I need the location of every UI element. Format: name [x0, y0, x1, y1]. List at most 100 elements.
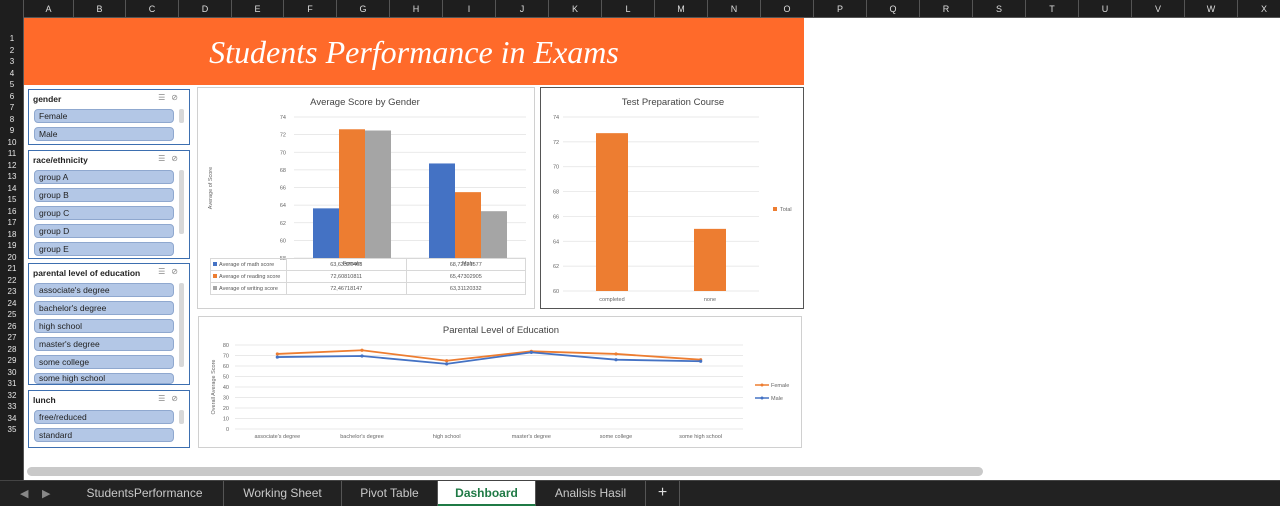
row-header-cell[interactable]: 7 [9, 103, 15, 112]
slicer-item[interactable]: Male [34, 127, 174, 141]
next-sheet-icon[interactable]: ▶ [42, 488, 51, 500]
column-header-cell[interactable]: N [708, 0, 761, 18]
column-header-cell[interactable]: R [920, 0, 973, 18]
clear-filter-icon[interactable]: ⊘ [171, 394, 184, 403]
row-header-cell[interactable]: 30 [7, 367, 17, 377]
row-header-cell[interactable]: 13 [7, 172, 17, 181]
row-header-cell[interactable]: 35 [7, 425, 17, 434]
row-header-cell[interactable]: 1 [9, 34, 15, 43]
column-header-cell[interactable]: G [337, 0, 390, 18]
column-header-cell[interactable]: M [655, 0, 708, 18]
row-header-cell[interactable]: 12 [7, 160, 17, 170]
row-header-cell[interactable]: 29 [7, 356, 17, 365]
row-header-cell[interactable]: 8 [9, 114, 15, 124]
column-header-cell[interactable]: A [24, 0, 74, 18]
multi-select-icon[interactable]: ☰ [158, 154, 172, 163]
column-header-cell[interactable]: P [814, 0, 867, 18]
row-header-cell[interactable]: 5 [9, 80, 15, 89]
clear-filter-icon[interactable]: ⊘ [171, 267, 184, 276]
row-header-cell[interactable]: 16 [7, 206, 17, 216]
column-header-cell[interactable]: J [496, 0, 549, 18]
slicer-scrollbar[interactable] [179, 410, 184, 424]
line-female[interactable] [277, 349, 701, 362]
row-header-cell[interactable]: 33 [7, 402, 17, 411]
slicer-item[interactable]: Female [34, 109, 174, 123]
column-header-cell[interactable]: O [761, 0, 814, 18]
row-header-cell[interactable]: 17 [7, 218, 17, 227]
sheet-tab[interactable]: Dashboard [438, 481, 536, 506]
column-header-cell[interactable]: B [74, 0, 126, 18]
point-male[interactable] [360, 354, 364, 358]
multi-select-icon[interactable]: ☰ [158, 394, 172, 403]
point-male[interactable] [275, 355, 279, 359]
clear-filter-icon[interactable]: ⊘ [171, 154, 184, 163]
row-header-cell[interactable]: 21 [7, 264, 17, 273]
bar-male-1[interactable] [455, 192, 481, 258]
row-header-cell[interactable]: 14 [7, 183, 17, 193]
row-header-cell[interactable]: 2 [9, 45, 15, 55]
clear-filter-icon[interactable]: ⊘ [171, 93, 184, 102]
column-header-cell[interactable]: L [602, 0, 655, 18]
row-header-cell[interactable]: 9 [9, 126, 15, 135]
bar-female-2[interactable] [365, 130, 391, 258]
point-female[interactable] [275, 352, 279, 356]
parental-education-chart[interactable]: Parental Level of Education Overall Avera… [198, 316, 802, 448]
slicer-lunch[interactable]: lunch ☰⊘ free/reduced standard [28, 390, 190, 448]
row-header-cell[interactable]: 26 [7, 321, 17, 331]
multi-select-icon[interactable]: ☰ [158, 267, 172, 276]
horizontal-scrollbar[interactable] [24, 466, 1280, 480]
point-female[interactable] [614, 352, 618, 356]
point-female[interactable] [360, 348, 364, 352]
column-header-cell[interactable]: W [1185, 0, 1238, 18]
slicer-item[interactable]: group C [34, 206, 174, 220]
column-header-cell[interactable]: Q [867, 0, 920, 18]
row-header-cell[interactable]: 11 [7, 149, 17, 158]
test-prep-chart[interactable]: Test Preparation Course 60 62 64 66 68 70 72 74 c… [540, 87, 804, 309]
point-male[interactable] [699, 359, 703, 363]
slicer-parental-level-of-education[interactable]: parental level of education ☰⊘ associate's… [28, 263, 190, 385]
row-header-cell[interactable]: 6 [9, 91, 15, 101]
slicer-scrollbar[interactable] [179, 170, 184, 234]
column-header-cell[interactable]: C [126, 0, 179, 18]
sheet-tab[interactable]: Working Sheet [224, 481, 342, 506]
bar-male-0[interactable] [429, 163, 455, 258]
slicer-race-ethnicity[interactable]: race/ethnicity ☰⊘ group A group B group C gro… [28, 150, 190, 259]
point-male[interactable] [445, 362, 449, 366]
horizontal-scroll-thumb[interactable] [27, 467, 983, 476]
row-header-cell[interactable]: 32 [7, 390, 17, 400]
column-header-cell[interactable]: S [973, 0, 1026, 18]
column-header-cell[interactable]: I [443, 0, 496, 18]
slicer-item[interactable]: group D [34, 224, 174, 238]
row-header-cell[interactable]: 20 [7, 252, 17, 262]
point-female[interactable] [445, 359, 449, 363]
row-header-cell[interactable]: 31 [7, 379, 17, 388]
column-header-cell[interactable]: K [549, 0, 602, 18]
bar-male-2[interactable] [481, 211, 507, 258]
slicer-gender[interactable]: gender ☰⊘ Female Male [28, 89, 190, 145]
slicer-item[interactable]: free/reduced [34, 410, 174, 424]
slicer-item[interactable]: master's degree [34, 337, 174, 351]
line-male[interactable] [277, 351, 701, 365]
slicer-item[interactable]: associate's degree [34, 283, 174, 297]
column-header-cell[interactable]: F [284, 0, 337, 18]
slicer-item[interactable]: high school [34, 319, 174, 333]
row-header-cell[interactable]: 4 [9, 68, 15, 78]
row-header-cell[interactable]: 18 [7, 229, 17, 239]
add-sheet-button[interactable]: + [646, 481, 680, 506]
column-header-cell[interactable]: X [1238, 0, 1280, 18]
multi-select-icon[interactable]: ☰ [158, 93, 172, 102]
select-all-corner[interactable] [0, 0, 24, 18]
column-header-cell[interactable]: H [390, 0, 443, 18]
sheet-tab[interactable]: Analisis Hasil [536, 481, 646, 506]
row-header-cell[interactable]: 3 [9, 57, 15, 66]
slicer-scrollbar[interactable] [179, 109, 184, 123]
row-header-cell[interactable]: 25 [7, 310, 17, 319]
row-header-cell[interactable]: 10 [7, 137, 17, 147]
slicer-item[interactable]: some high school [34, 373, 174, 384]
slicer-item[interactable]: some college [34, 355, 174, 369]
slicer-item[interactable]: group A [34, 170, 174, 184]
bar-completed[interactable] [596, 133, 628, 291]
bar-none[interactable] [694, 228, 726, 291]
slicer-scrollbar[interactable] [179, 283, 184, 367]
bar-female-0[interactable] [313, 208, 339, 258]
